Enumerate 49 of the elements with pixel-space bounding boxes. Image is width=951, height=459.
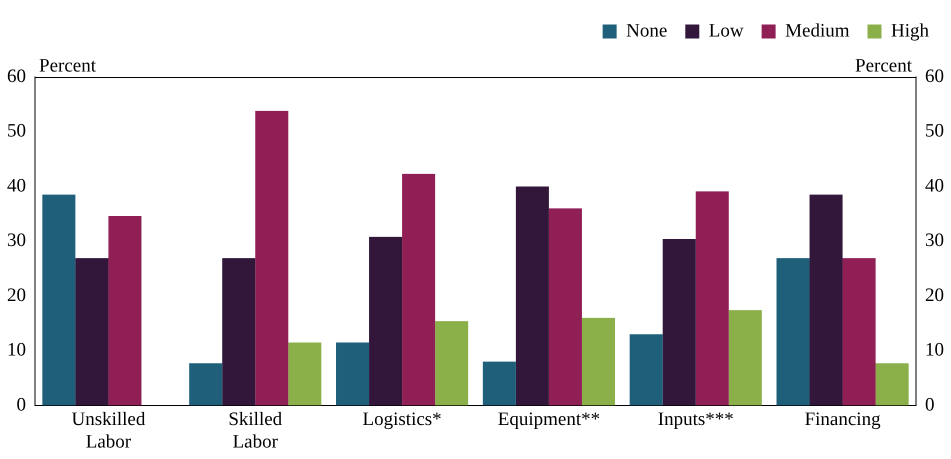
y-tick-label: 40 xyxy=(7,175,26,196)
bar xyxy=(255,110,288,406)
bar xyxy=(842,258,876,406)
bar xyxy=(548,208,582,406)
bar xyxy=(369,236,402,406)
legend-label: None xyxy=(626,20,668,42)
bar xyxy=(336,342,370,406)
y-tick-label: 30 xyxy=(7,230,26,252)
y-tick-label: 50 xyxy=(7,120,26,142)
x-tick-label: Logistics* xyxy=(362,408,442,430)
y-tick-label: 20 xyxy=(7,284,26,306)
y2-tick-label: 40 xyxy=(925,175,944,196)
x-tick-label: Unskilled Labor xyxy=(71,408,146,453)
x-tick-label: Equipment** xyxy=(498,408,600,430)
bar xyxy=(696,191,729,406)
y-tick-label: 60 xyxy=(7,66,26,87)
bar xyxy=(728,310,762,406)
y-tick-label: 10 xyxy=(7,340,26,361)
y2-tick-label: 50 xyxy=(925,120,944,142)
y2-tick-label: 20 xyxy=(925,284,944,306)
y-tick-label: 0 xyxy=(16,394,26,416)
y2-tick-label: 10 xyxy=(925,340,944,361)
bar xyxy=(630,334,663,406)
bar xyxy=(222,258,256,406)
legend-label: Medium xyxy=(785,20,850,42)
y-axis-title: Percent xyxy=(39,55,97,76)
bar xyxy=(402,174,436,406)
bar xyxy=(75,258,108,406)
y2-axis-title: Percent xyxy=(855,55,913,76)
bar xyxy=(435,321,468,406)
legend-label: High xyxy=(891,20,930,42)
bar xyxy=(516,186,549,406)
y2-tick-label: 60 xyxy=(925,66,944,87)
bar xyxy=(776,258,810,406)
bar xyxy=(482,362,516,406)
bar xyxy=(42,194,76,406)
bar xyxy=(876,363,909,406)
bar xyxy=(810,194,843,406)
y2-tick-label: 30 xyxy=(925,230,944,252)
x-tick-label: Skilled Labor xyxy=(228,408,283,453)
x-tick-label: Financing xyxy=(804,408,882,430)
y2-tick-label: 0 xyxy=(925,394,934,416)
bar xyxy=(582,318,615,406)
x-tick-label: Inputs*** xyxy=(658,408,734,430)
bar xyxy=(189,363,222,406)
legend-label: Low xyxy=(708,20,744,42)
bar xyxy=(108,216,142,406)
bar xyxy=(662,239,696,406)
bar xyxy=(288,342,322,406)
